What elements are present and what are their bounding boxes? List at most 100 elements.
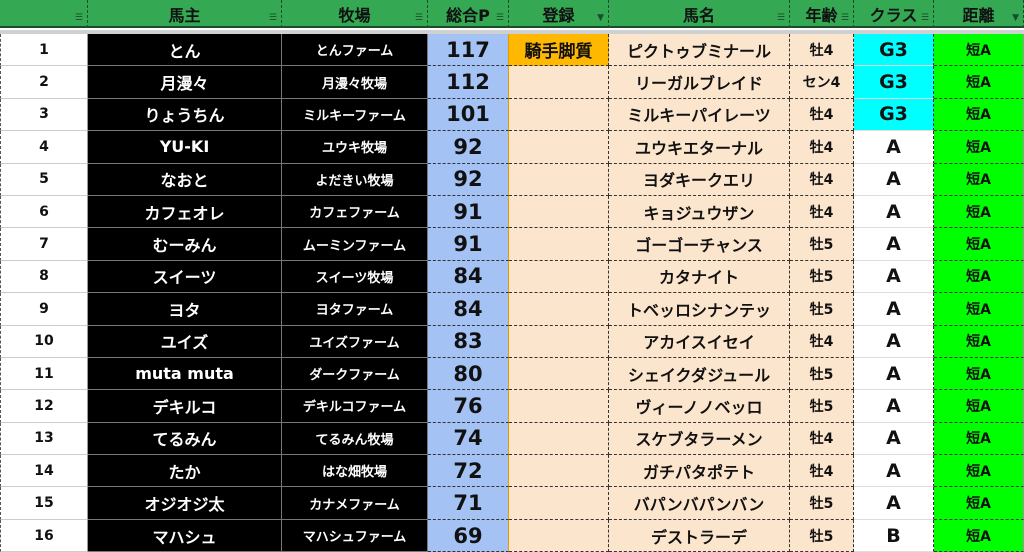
cell-distance[interactable]: 短A: [934, 131, 1024, 164]
cell-class[interactable]: A: [854, 163, 934, 196]
cell-registration[interactable]: [509, 195, 609, 229]
cell-owner[interactable]: マハシュ: [88, 519, 282, 552]
cell-class[interactable]: G3: [854, 34, 934, 67]
column-header-farm[interactable]: 牧場 ☰: [282, 0, 428, 28]
cell-row-number[interactable]: 14: [0, 455, 88, 488]
cell-class[interactable]: A: [854, 390, 934, 423]
cell-owner[interactable]: てるみん: [88, 422, 282, 456]
cell-owner[interactable]: オジオジ太: [88, 487, 282, 520]
filter-icon[interactable]: ☰: [268, 13, 277, 23]
cell-age[interactable]: 牡5: [790, 519, 854, 552]
cell-total-points[interactable]: 92: [428, 131, 509, 164]
cell-total-points[interactable]: 80: [428, 357, 509, 391]
cell-age[interactable]: 牡5: [790, 487, 854, 520]
cell-distance[interactable]: 短A: [934, 66, 1024, 99]
cell-farm[interactable]: ユイズファーム: [282, 325, 428, 358]
cell-row-number[interactable]: 10: [0, 325, 88, 358]
cell-registration[interactable]: [509, 228, 609, 261]
cell-row-number[interactable]: 5: [0, 163, 88, 196]
cell-age[interactable]: 牡5: [790, 228, 854, 261]
cell-registration[interactable]: [509, 260, 609, 294]
cell-horse-name[interactable]: バパンバパンバン: [609, 487, 790, 520]
cell-registration[interactable]: [509, 519, 609, 552]
cell-row-number[interactable]: 13: [0, 422, 88, 456]
cell-class[interactable]: A: [854, 293, 934, 326]
cell-distance[interactable]: 短A: [934, 487, 1024, 520]
column-header-row-number[interactable]: ☰: [0, 0, 88, 28]
cell-owner[interactable]: りょうちん: [88, 98, 282, 132]
cell-age[interactable]: 牡5: [790, 357, 854, 391]
cell-registration[interactable]: 騎手脚質: [509, 34, 609, 67]
cell-horse-name[interactable]: リーガルブレイド: [609, 66, 790, 99]
column-header-class[interactable]: クラス ☰: [854, 0, 934, 28]
cell-owner[interactable]: むーみん: [88, 228, 282, 261]
cell-farm[interactable]: とんファーム: [282, 34, 428, 67]
cell-horse-name[interactable]: ピクトゥブミナール: [609, 34, 790, 67]
cell-total-points[interactable]: 71: [428, 487, 509, 520]
cell-distance[interactable]: 短A: [934, 34, 1024, 67]
cell-distance[interactable]: 短A: [934, 390, 1024, 423]
filter-active-icon[interactable]: ▼: [597, 13, 604, 23]
cell-total-points[interactable]: 92: [428, 163, 509, 196]
cell-row-number[interactable]: 6: [0, 195, 88, 229]
cell-distance[interactable]: 短A: [934, 228, 1024, 261]
cell-owner[interactable]: デキルコ: [88, 390, 282, 423]
cell-registration[interactable]: [509, 422, 609, 456]
cell-horse-name[interactable]: シェイクダジュール: [609, 357, 790, 391]
cell-owner[interactable]: 月漫々: [88, 66, 282, 99]
filter-icon[interactable]: ☰: [776, 13, 785, 23]
cell-farm[interactable]: ダークファーム: [282, 357, 428, 391]
cell-registration[interactable]: [509, 66, 609, 99]
cell-distance[interactable]: 短A: [934, 293, 1024, 326]
cell-age[interactable]: 牡4: [790, 455, 854, 488]
cell-distance[interactable]: 短A: [934, 357, 1024, 391]
cell-total-points[interactable]: 69: [428, 519, 509, 552]
cell-owner[interactable]: とん: [88, 34, 282, 67]
cell-owner[interactable]: ユイズ: [88, 325, 282, 358]
cell-distance[interactable]: 短A: [934, 325, 1024, 358]
column-header-horse-name[interactable]: 馬名 ☰: [609, 0, 790, 28]
cell-owner[interactable]: muta muta: [88, 357, 282, 391]
cell-farm[interactable]: 月漫々牧場: [282, 66, 428, 99]
cell-row-number[interactable]: 9: [0, 293, 88, 326]
filter-active-icon[interactable]: ▼: [1012, 13, 1019, 23]
cell-class[interactable]: A: [854, 131, 934, 164]
cell-age[interactable]: 牡5: [790, 390, 854, 423]
cell-row-number[interactable]: 11: [0, 357, 88, 391]
cell-total-points[interactable]: 76: [428, 390, 509, 423]
cell-owner[interactable]: YU-KI: [88, 131, 282, 164]
cell-row-number[interactable]: 4: [0, 131, 88, 164]
filter-icon[interactable]: ☰: [840, 13, 849, 23]
cell-age[interactable]: セン4: [790, 66, 854, 99]
column-header-distance[interactable]: 距離 ▼: [934, 0, 1024, 28]
cell-horse-name[interactable]: ガチパタポテト: [609, 455, 790, 488]
cell-horse-name[interactable]: ミルキーパイレーツ: [609, 98, 790, 132]
cell-registration[interactable]: [509, 455, 609, 488]
cell-horse-name[interactable]: ヨダキークエリ: [609, 163, 790, 196]
cell-total-points[interactable]: 101: [428, 98, 509, 132]
cell-farm[interactable]: よだきい牧場: [282, 163, 428, 196]
filter-icon[interactable]: ☰: [414, 13, 423, 23]
cell-distance[interactable]: 短A: [934, 260, 1024, 294]
cell-distance[interactable]: 短A: [934, 422, 1024, 456]
cell-class[interactable]: A: [854, 422, 934, 456]
cell-age[interactable]: 牡4: [790, 422, 854, 456]
cell-class[interactable]: A: [854, 357, 934, 391]
cell-farm[interactable]: スイーツ牧場: [282, 260, 428, 294]
cell-registration[interactable]: [509, 163, 609, 196]
cell-farm[interactable]: ユウキ牧場: [282, 131, 428, 164]
cell-class[interactable]: A: [854, 325, 934, 358]
cell-age[interactable]: 牡4: [790, 325, 854, 358]
cell-registration[interactable]: [509, 131, 609, 164]
cell-age[interactable]: 牡4: [790, 98, 854, 132]
cell-row-number[interactable]: 15: [0, 487, 88, 520]
cell-farm[interactable]: ミルキーファーム: [282, 98, 428, 132]
cell-horse-name[interactable]: ヴィーノノベッロ: [609, 390, 790, 423]
cell-total-points[interactable]: 72: [428, 455, 509, 488]
cell-total-points[interactable]: 84: [428, 293, 509, 326]
cell-total-points[interactable]: 84: [428, 260, 509, 294]
cell-registration[interactable]: [509, 390, 609, 423]
filter-icon[interactable]: ☰: [920, 13, 929, 23]
cell-class[interactable]: G3: [854, 66, 934, 99]
cell-distance[interactable]: 短A: [934, 519, 1024, 552]
